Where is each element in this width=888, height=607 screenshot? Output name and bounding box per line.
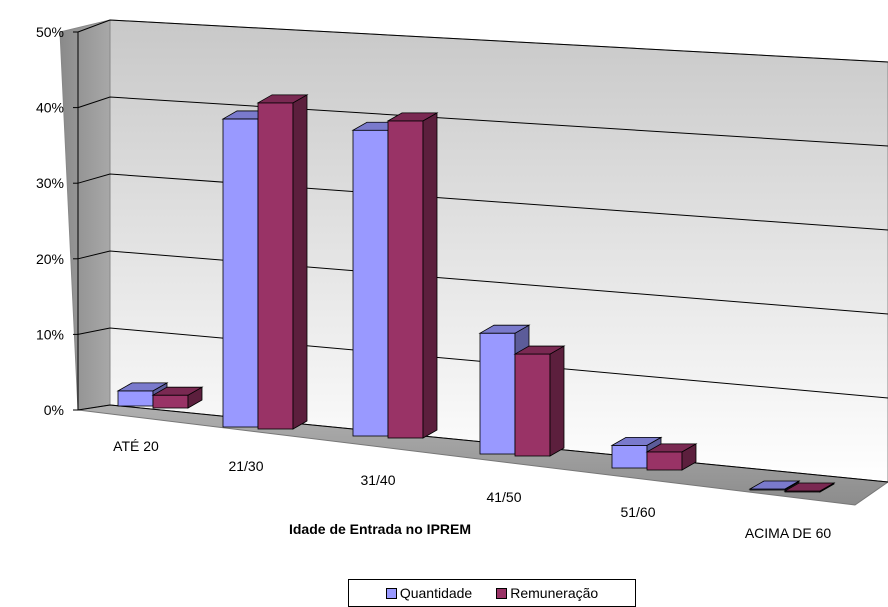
bar [386, 112, 439, 439]
gridline [77, 250, 888, 315]
category-label: ATÉ 20 [113, 438, 159, 454]
legend-label-quantidade: Quantidade [399, 585, 473, 601]
bar-top [478, 324, 531, 334]
bar-top [645, 443, 698, 453]
bar-top [256, 94, 309, 104]
legend-swatch-remuneracao [496, 587, 508, 599]
gridline [77, 173, 888, 231]
bar-side [422, 112, 438, 439]
y-tick-label: 50% [36, 24, 64, 40]
bar-top [151, 386, 204, 396]
bar-front [479, 332, 516, 455]
bar [256, 94, 309, 430]
y-tick-label: 10% [36, 326, 64, 342]
legend-swatch-quantidade [385, 587, 397, 599]
gridlines [77, 19, 888, 483]
gridline [77, 327, 888, 399]
bar-front [611, 444, 648, 469]
bar [748, 480, 801, 491]
bar-top [748, 480, 801, 490]
bar-side [549, 345, 565, 457]
bar-front [222, 118, 259, 428]
bar-front [646, 451, 683, 471]
category-label: ACIMA DE 60 [745, 525, 832, 541]
y-tick-label: 40% [36, 100, 64, 116]
y-axis: 0% 10% 20% 30% 40% 50% [36, 24, 79, 418]
bar [513, 345, 566, 457]
y-tick-label: 30% [36, 175, 64, 191]
legend-item-quantidade: Quantidade [385, 585, 473, 601]
bar-top [783, 482, 836, 492]
y-tick-label: 20% [36, 251, 64, 267]
gridline [77, 96, 888, 147]
bar-front [387, 120, 424, 439]
legend-item-remuneracao: Remuneração [496, 585, 598, 601]
bar [151, 386, 204, 409]
bar-top [386, 112, 439, 122]
legend: Quantidade Remuneração [348, 579, 636, 607]
category-label: 31/40 [360, 472, 395, 488]
category-label: 41/50 [486, 489, 521, 505]
bar-front [257, 102, 294, 430]
bar [645, 443, 698, 471]
y-tick-label: 0% [44, 402, 64, 418]
category-labels: ATÉ 20 21/30 31/40 41/50 51/60 ACIMA DE 60 [113, 438, 831, 541]
bars [116, 94, 836, 493]
bar-top [116, 382, 169, 392]
side-wall [59, 19, 111, 411]
bar-top [610, 436, 663, 446]
bar-top [513, 345, 566, 355]
bar-front [352, 129, 389, 437]
bar [783, 482, 836, 493]
bar-side [292, 94, 308, 430]
x-axis-title: Idade de Entrada no IPREM [289, 521, 471, 537]
gridline [77, 19, 888, 63]
bar-front [152, 394, 189, 409]
bar-front [117, 390, 154, 407]
category-label: 21/30 [228, 458, 263, 474]
legend-label-remuneracao: Remuneração [510, 585, 599, 601]
category-label: 51/60 [620, 504, 655, 520]
bar-front [514, 353, 551, 457]
